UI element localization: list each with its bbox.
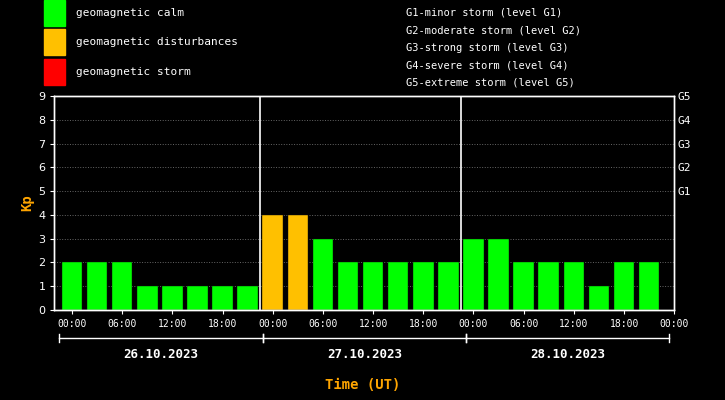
Bar [262,215,283,310]
Bar [589,286,609,310]
Bar [112,262,133,310]
Bar [539,262,559,310]
Text: G5-extreme storm (level G5): G5-extreme storm (level G5) [406,78,575,88]
Text: 26.10.2023: 26.10.2023 [123,348,199,360]
Bar [237,286,258,310]
Text: G3-strong storm (level G3): G3-strong storm (level G3) [406,43,568,53]
Bar [463,239,484,310]
Text: geomagnetic disturbances: geomagnetic disturbances [76,37,238,47]
Bar [513,262,534,310]
Text: G1-minor storm (level G1): G1-minor storm (level G1) [406,8,563,18]
Bar [212,286,233,310]
Bar [288,215,308,310]
Text: 28.10.2023: 28.10.2023 [530,348,605,360]
Bar [44,0,65,26]
Text: 27.10.2023: 27.10.2023 [327,348,402,360]
Bar [413,262,434,310]
Text: geomagnetic storm: geomagnetic storm [76,67,191,77]
Text: Time (UT): Time (UT) [325,378,400,392]
Bar [362,262,384,310]
Text: G4-severe storm (level G4): G4-severe storm (level G4) [406,60,568,70]
Bar [388,262,408,310]
Bar [438,262,459,310]
Y-axis label: Kp: Kp [20,195,34,211]
Bar [312,239,334,310]
Bar [187,286,207,310]
Bar [639,262,660,310]
Bar [488,239,509,310]
Bar [87,262,107,310]
Bar [137,286,157,310]
Bar [614,262,634,310]
Bar [44,30,65,55]
Bar [44,59,65,85]
Bar [338,262,358,310]
Bar [162,286,183,310]
Bar [563,262,584,310]
Bar [62,262,82,310]
Text: geomagnetic calm: geomagnetic calm [76,8,184,18]
Text: G2-moderate storm (level G2): G2-moderate storm (level G2) [406,25,581,35]
